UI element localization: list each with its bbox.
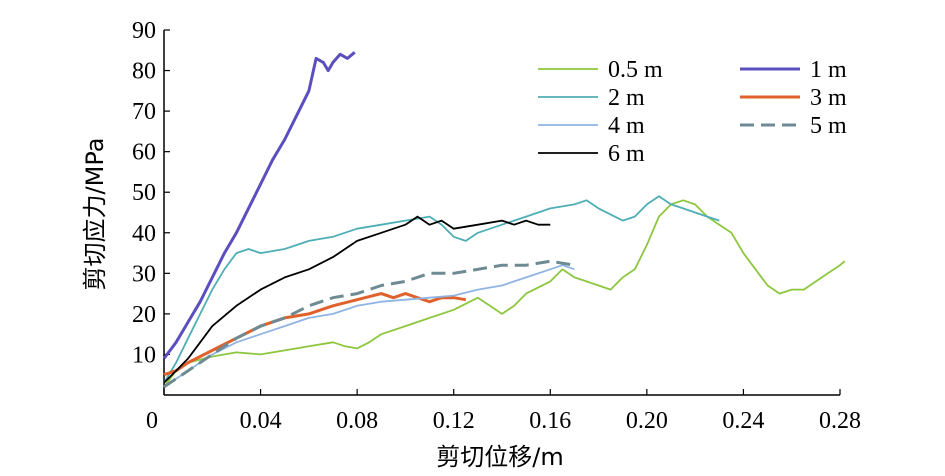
series-line-6-m: [163, 215, 551, 384]
series-line-4-m: [163, 264, 575, 388]
series-line-3-m: [163, 292, 467, 377]
y-tick-label: 40: [132, 221, 156, 247]
y-tick-label: 50: [132, 180, 156, 206]
y-axis-title: 剪切应力/MPa: [81, 138, 109, 291]
y-tick-label: 90: [132, 18, 156, 44]
x-tick-label: 0.04: [240, 408, 282, 434]
x-axis-title: 剪切位移/m: [436, 443, 563, 471]
legend: 0.5 m 1 m 2 m 3 m 4 m 5 m 6 m: [538, 57, 847, 167]
legend-label: 3 m: [810, 85, 847, 111]
x-tick-label: 0.08: [336, 408, 378, 434]
y-tick-label: 60: [132, 140, 156, 166]
plot-lines: [162, 51, 846, 389]
y-tick-label: 80: [132, 59, 156, 85]
y-tick-label: 20: [132, 302, 156, 328]
x-tick-label: 0: [146, 408, 158, 434]
y-tick-label: 10: [132, 342, 156, 368]
x-tick-label: 0.16: [529, 408, 571, 434]
series-line-2-m: [163, 195, 720, 384]
y-tick-label: 30: [132, 261, 156, 287]
series-line-5-m: [163, 259, 575, 389]
x-tick-label: 0.12: [433, 408, 475, 434]
legend-label: 1 m: [810, 57, 847, 83]
legend-label: 5 m: [810, 113, 847, 139]
legend-label: 0.5 m: [608, 57, 663, 83]
x-tick-label: 0.20: [626, 408, 668, 434]
legend-label: 6 m: [608, 141, 645, 167]
x-tick-label: 0.24: [722, 408, 764, 434]
x-tick-label: 0.28: [819, 408, 861, 434]
series-line-1-m: [162, 51, 356, 360]
y-tick-label: 70: [132, 99, 156, 125]
legend-label: 4 m: [608, 113, 645, 139]
legend-label: 2 m: [608, 85, 645, 111]
series-line-0-5-m: [163, 199, 846, 388]
axes: 0 0.04 0.08 0.12 0.16 0.20 0.24 0.28 10 20 30 40 50 6…: [132, 18, 861, 434]
